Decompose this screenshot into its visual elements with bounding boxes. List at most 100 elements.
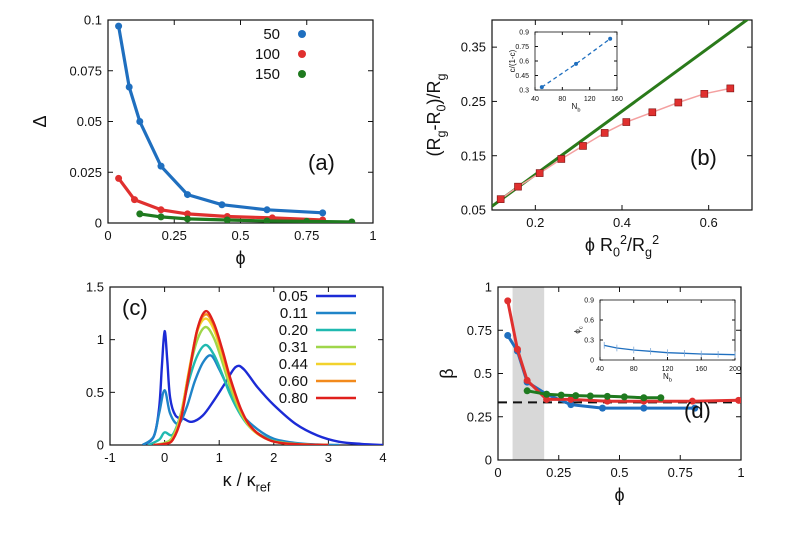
y-tick-label: 0.9 xyxy=(584,297,594,304)
data-point xyxy=(319,209,327,217)
inset: 40 80 120 160 200 0 0.3 0.6 0.9 Nb ϕc xyxy=(573,297,741,383)
plot-frame xyxy=(491,19,753,211)
data-point xyxy=(125,83,133,91)
series-group xyxy=(142,309,383,445)
x-tick-label: 1 xyxy=(216,450,223,465)
x-tick-label: 0 xyxy=(161,450,168,465)
legend-label: 0.05 xyxy=(279,288,308,305)
series-line xyxy=(500,87,731,200)
y-tick-label: 0.075 xyxy=(69,63,102,78)
data-point xyxy=(648,108,657,117)
data-point xyxy=(523,387,531,395)
legend-label: 0.44 xyxy=(279,356,308,373)
legend: 50 100 150 xyxy=(255,26,306,83)
inset-x-label: Nb xyxy=(663,372,672,383)
y-tick-label: 1.5 xyxy=(86,280,104,295)
inset: 40 80 120 160 0.3 0.45 0.6 0.75 0.9 Nb c/(1-c) xyxy=(508,29,623,113)
y-axis-label: (Rg-R0)/Rg xyxy=(424,73,448,156)
data-point xyxy=(136,118,144,125)
y-tick-label: 0.3 xyxy=(584,337,594,344)
x-tick-label: 120 xyxy=(584,96,596,103)
y-tick-label: 0.75 xyxy=(467,323,492,338)
data-point xyxy=(115,174,123,182)
fit-line xyxy=(492,20,750,208)
legend-label: 0.31 xyxy=(279,339,308,356)
x-tick-label: 0.4 xyxy=(613,215,631,230)
data-point xyxy=(348,218,356,223)
x-tick-label: -1 xyxy=(104,450,116,465)
legend-label: 100 xyxy=(255,46,280,63)
y-tick-label: 0 xyxy=(97,438,104,453)
x-tick-label: 0.75 xyxy=(668,465,693,480)
x-tick-label: 4 xyxy=(379,450,386,465)
x-tick-label: 80 xyxy=(630,366,638,373)
x-tick-label: 160 xyxy=(695,366,707,373)
data-point xyxy=(157,206,165,214)
inset-point xyxy=(539,85,544,90)
series-group xyxy=(504,297,741,412)
shaded-region xyxy=(512,287,545,460)
series-group xyxy=(492,20,750,208)
data-point xyxy=(572,392,580,400)
data-point xyxy=(157,213,165,221)
x-tick-label: 0.25 xyxy=(162,228,187,243)
y-tick-label: 1 xyxy=(97,332,104,347)
data-point xyxy=(157,162,165,170)
data-point xyxy=(513,345,521,353)
data-point xyxy=(514,182,522,191)
data-point xyxy=(603,397,611,405)
y-tick-label: 0.025 xyxy=(69,165,102,180)
data-point xyxy=(263,217,271,223)
y-axis-label: β xyxy=(437,368,457,378)
x-tick-label: 200 xyxy=(729,366,741,373)
data-point xyxy=(184,210,191,218)
data-point xyxy=(567,401,575,409)
legend-label: 0.80 xyxy=(279,390,308,407)
data-point xyxy=(184,191,191,199)
y-tick-label: 0.25 xyxy=(467,409,492,424)
x-tick-label: 0.25 xyxy=(546,465,571,480)
inset-x-label: Nb xyxy=(572,102,581,113)
x-axis-label: ϕ R02/Rg2 xyxy=(585,233,659,260)
y-tick-label: 0.05 xyxy=(461,203,486,218)
panel-c: -1 0 1 2 3 400.511.5κ / κref(c) 0.050.110.200.… xyxy=(86,280,387,495)
series-curve-0.11 xyxy=(142,354,340,445)
panel-label: (b) xyxy=(690,145,717,170)
x-tick-label: 40 xyxy=(531,96,539,103)
data-point xyxy=(535,169,544,177)
x-tick-label: 2 xyxy=(270,450,277,465)
legend-label: 0.11 xyxy=(280,305,308,322)
inset-y-label: ϕc xyxy=(573,326,584,333)
x-axis-label: κ / κref xyxy=(223,470,271,494)
panel-label: (d) xyxy=(684,398,711,423)
x-tick-label: 160 xyxy=(611,96,623,103)
data-point xyxy=(523,376,531,384)
y-tick-label: 1 xyxy=(485,280,492,295)
panel-a: 0 0.25 0.5 0.75 1 0 0.025 0.05 0.075 0.1 ϕ Δ (a) 50 10… xyxy=(30,13,377,268)
y-tick-label: 0.5 xyxy=(86,385,104,400)
x-tick-label: 0.2 xyxy=(526,215,544,230)
legend-marker xyxy=(298,50,306,58)
data-point xyxy=(218,201,226,209)
data-point xyxy=(622,118,631,126)
inset-y-label: c/(1-c) xyxy=(508,49,517,72)
legend-label: 50 xyxy=(263,26,280,43)
x-tick-label: 1 xyxy=(369,228,376,243)
x-tick-label: 0.5 xyxy=(610,465,628,480)
x-tick-label: 0.6 xyxy=(700,215,718,230)
y-tick-label: 0.9 xyxy=(519,29,529,36)
y-tick-label: 0.05 xyxy=(77,114,102,129)
legend-marker xyxy=(298,30,306,38)
data-point xyxy=(603,392,611,400)
data-point xyxy=(726,84,735,93)
y-tick-label: 0.5 xyxy=(474,366,492,381)
y-axis-label: Δ xyxy=(30,115,50,127)
panel-label: (c) xyxy=(122,295,148,320)
y-tick-label: 0.75 xyxy=(515,44,529,51)
data-point xyxy=(136,210,144,218)
panel-b: 0.2 0.4 0.6 0.05 0.15 0.25 0.35 ϕ R02/Rg2 (Rg-R0… xyxy=(424,19,753,260)
inset-point xyxy=(608,36,613,41)
series-curve-0.80 xyxy=(153,309,329,445)
series-group xyxy=(115,22,356,223)
